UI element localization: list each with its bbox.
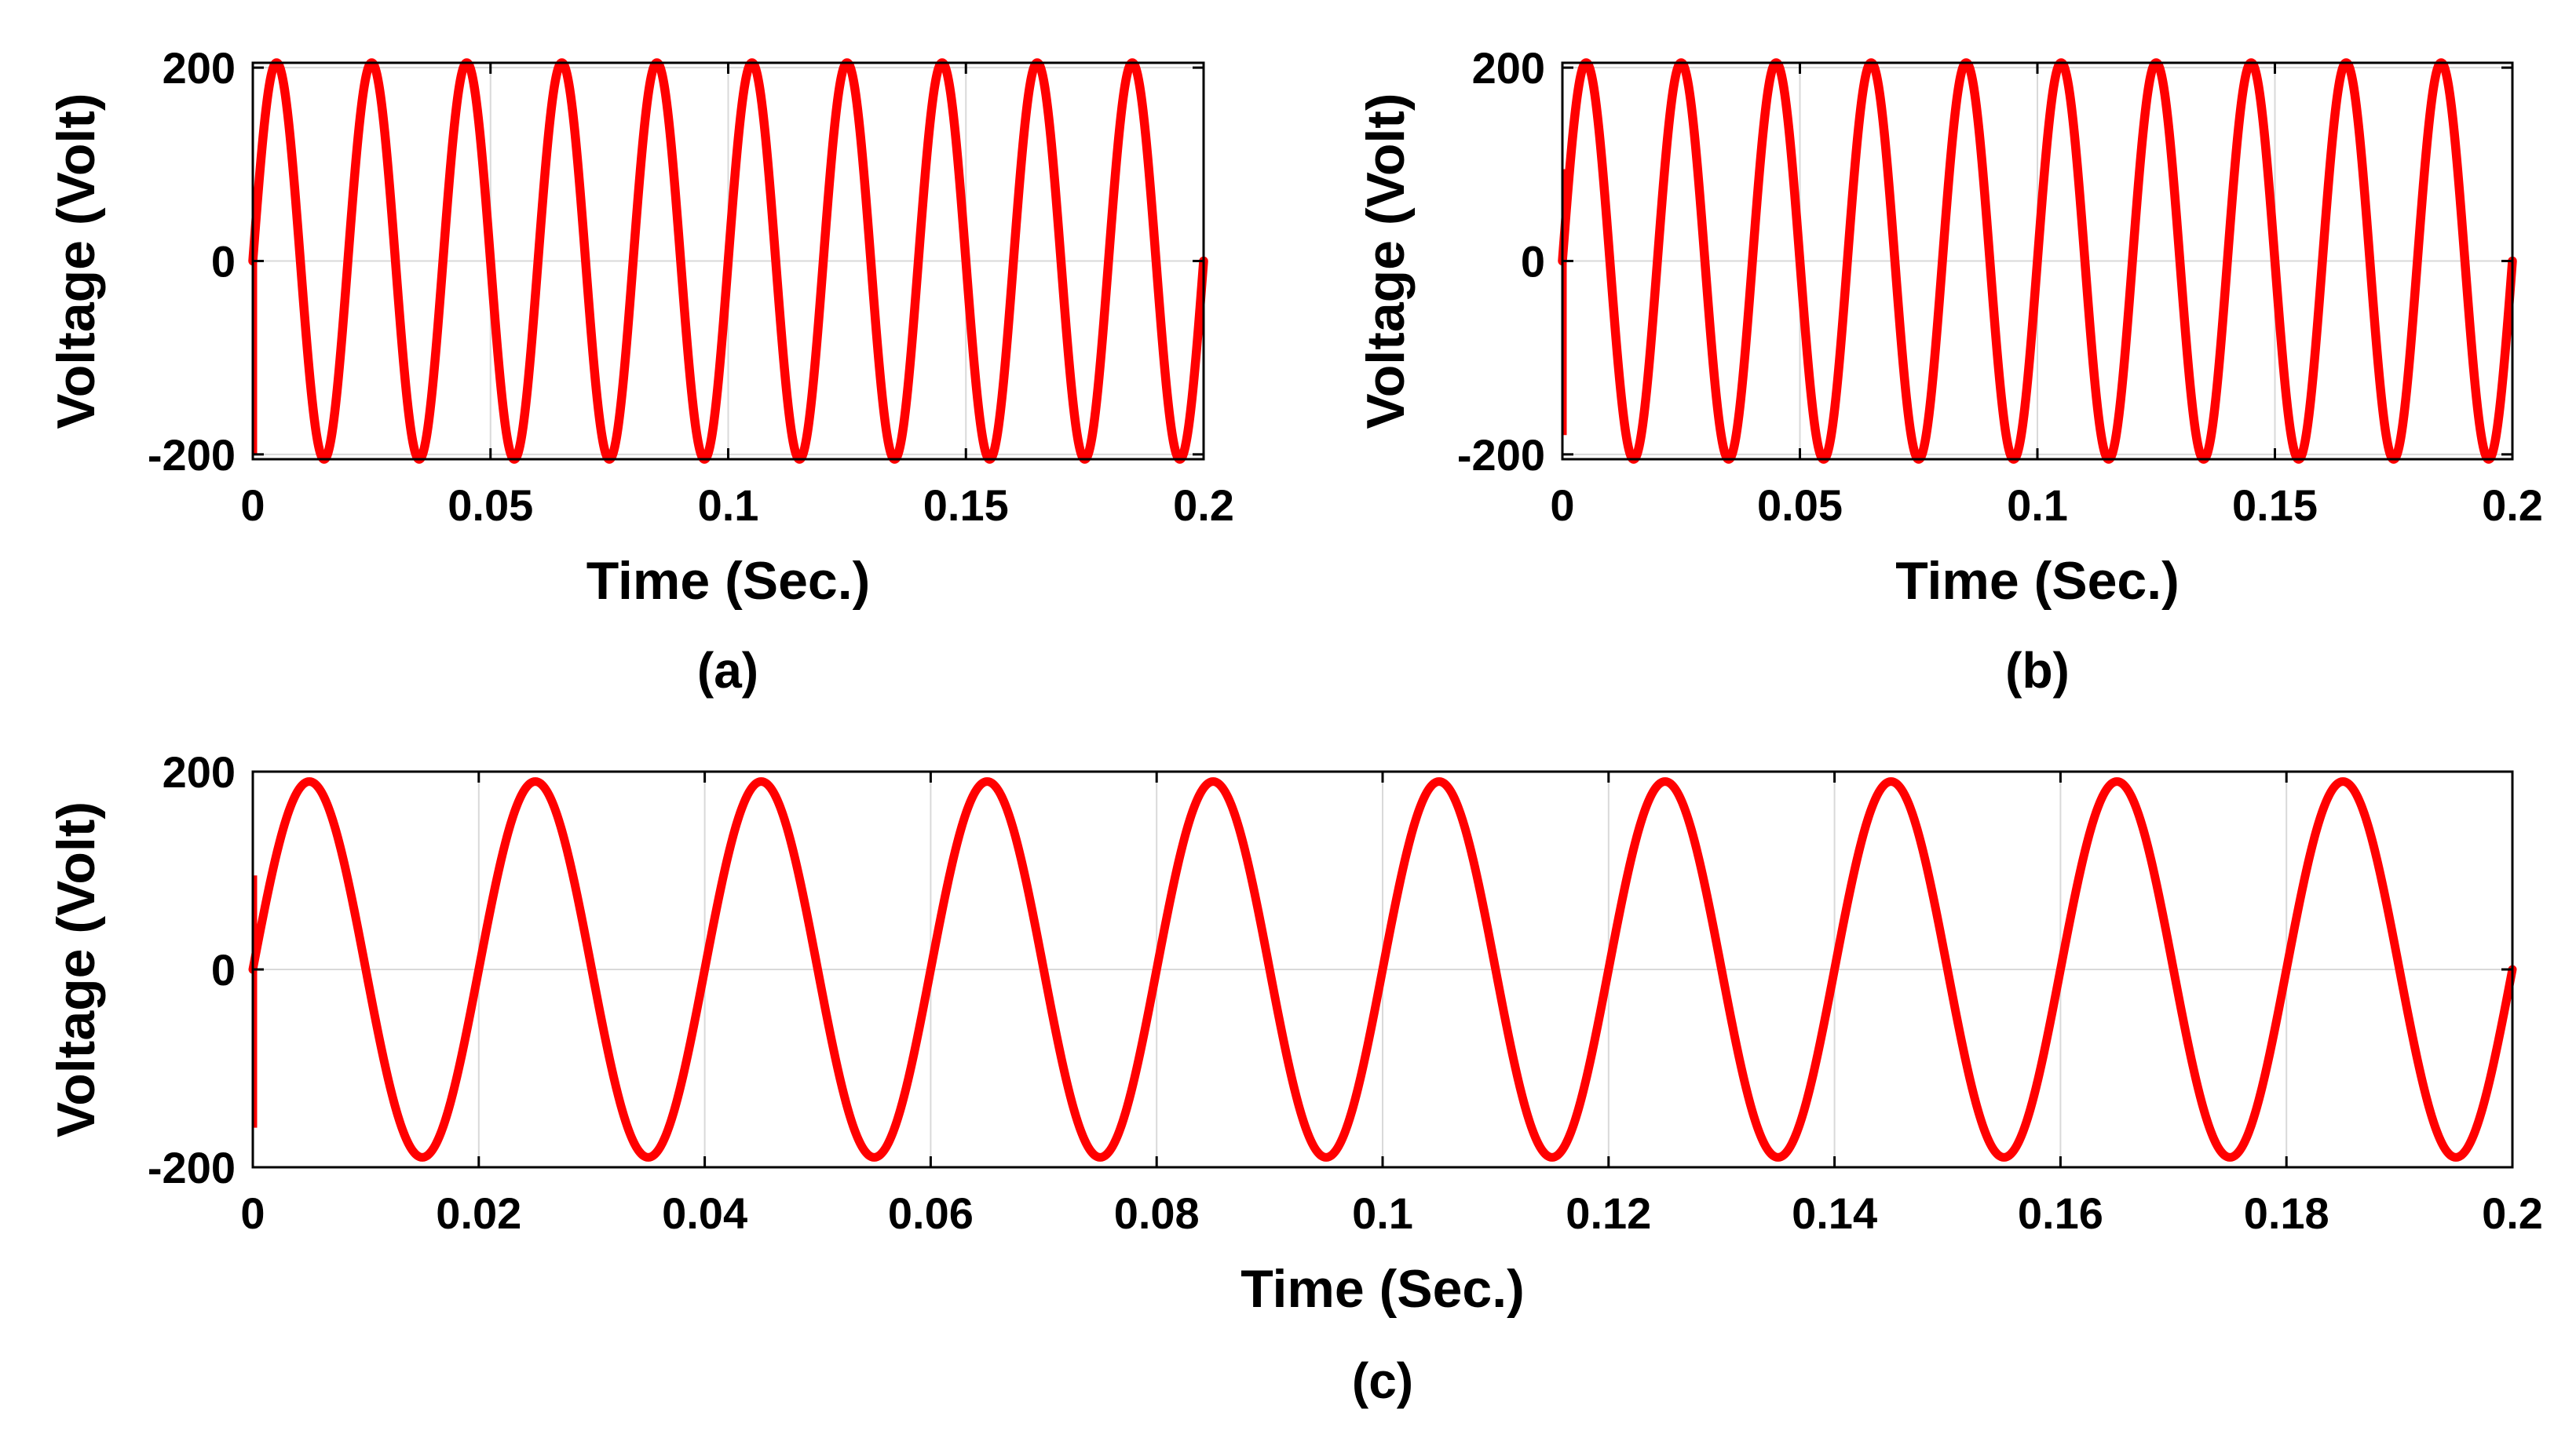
y-tick-label: 200 — [163, 747, 236, 797]
voltage-series-line — [1558, 58, 2517, 464]
x-tick-label: 0.1 — [1352, 1188, 1413, 1238]
x-tick-label: 0.18 — [2244, 1188, 2329, 1238]
x-tick-label: 0.15 — [2232, 480, 2318, 530]
x-tick-label: 0 — [1550, 480, 1574, 530]
x-tick-label: 0.08 — [1114, 1188, 1200, 1238]
panel-caption-b: (b) — [2005, 642, 2070, 699]
x-tick-label: 0 — [240, 1188, 265, 1238]
x-tick-label: 0.02 — [436, 1188, 521, 1238]
y-tick-label: -200 — [148, 430, 236, 480]
x-tick-label: 0.2 — [2482, 480, 2543, 530]
y-tick-label: 0 — [211, 237, 236, 287]
x-tick-label: 0.06 — [888, 1188, 974, 1238]
x-axis-label: Time (Sec.) — [1895, 551, 2180, 611]
y-tick-label: -200 — [148, 1143, 236, 1192]
x-axis-label: Time (Sec.) — [586, 551, 871, 611]
x-tick-label: 0.04 — [662, 1188, 747, 1238]
voltage-series-line — [248, 58, 1208, 464]
y-axis-label: Voltage (Volt) — [46, 93, 106, 429]
y-tick-label: 0 — [1521, 237, 1545, 287]
x-tick-label: 0.05 — [448, 480, 533, 530]
voltage-series-line — [248, 777, 2517, 1162]
x-tick-label: 0.12 — [1566, 1188, 1651, 1238]
y-tick-label: -200 — [1457, 430, 1545, 480]
x-axis-label: Time (Sec.) — [1240, 1259, 1525, 1319]
y-tick-label: 0 — [211, 945, 236, 995]
x-tick-label: 0.2 — [1173, 480, 1234, 530]
x-tick-label: 0.1 — [698, 480, 759, 530]
x-tick-label: 0.05 — [1757, 480, 1843, 530]
x-tick-label: 0.1 — [2007, 480, 2068, 530]
x-tick-label: 0 — [240, 480, 265, 530]
panel-caption-c: (c) — [1352, 1353, 1413, 1409]
y-tick-label: 200 — [1472, 43, 1545, 93]
y-axis-label: Voltage (Volt) — [1356, 93, 1416, 429]
chart-panel-c: 0 0.02 0.04 0.06 0.08 0.1 0.12 0.14 0.16 0.18 0.2 -… — [46, 747, 2543, 1409]
y-axis-label: Voltage (Volt) — [46, 801, 106, 1137]
x-tick-label: 0.16 — [2018, 1188, 2103, 1238]
y-tick-label: 200 — [163, 43, 236, 93]
x-tick-label: 0.2 — [2482, 1188, 2543, 1238]
panel-caption-a: (a) — [697, 642, 758, 699]
x-tick-label: 0.15 — [923, 480, 1009, 530]
x-tick-label: 0.14 — [1792, 1188, 1877, 1238]
